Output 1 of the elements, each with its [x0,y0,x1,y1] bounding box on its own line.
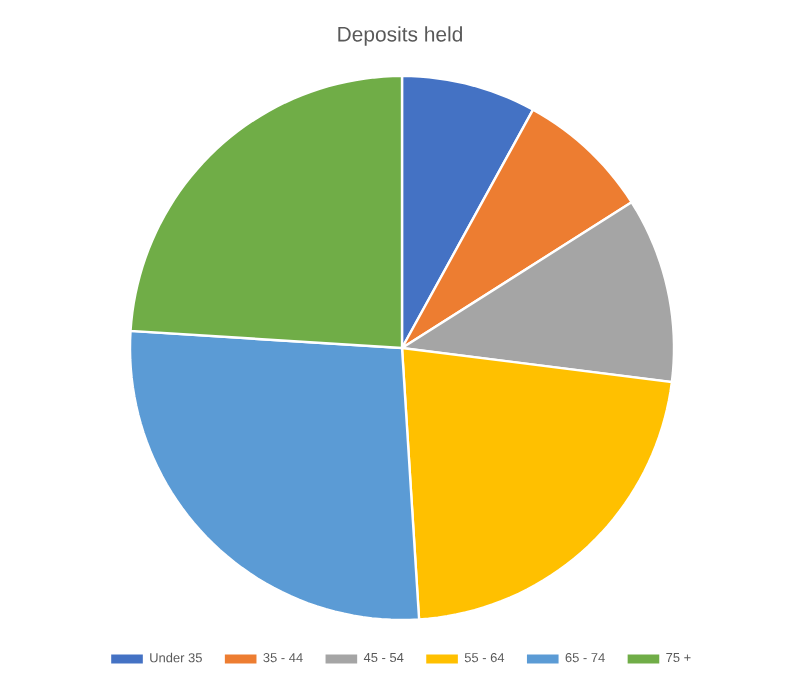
chart-title: Deposits held [338,26,462,47]
